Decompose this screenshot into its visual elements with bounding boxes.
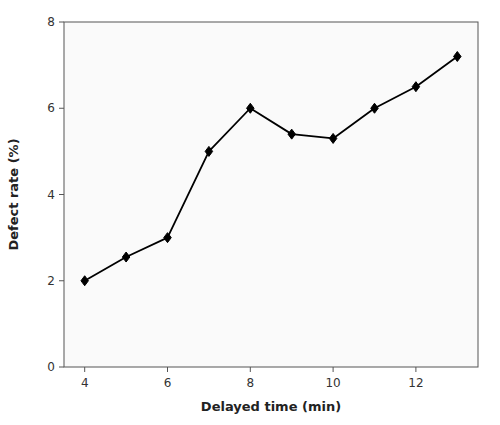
chart-container: 4 6 8 10 12 0 2 4 6 8 Delayed time (min) Defect rat… <box>0 0 500 425</box>
point-marker <box>247 103 255 113</box>
y-tick-label: 6 <box>47 101 55 115</box>
y-tick <box>59 194 64 195</box>
x-tick <box>167 367 168 372</box>
point-marker <box>205 146 213 156</box>
y-axis-label: Defect rate (%) <box>6 138 21 250</box>
point-marker <box>412 82 420 92</box>
y-tick-label: 8 <box>47 15 55 29</box>
y-tick <box>59 280 64 281</box>
y-tick <box>59 22 64 23</box>
y-tick-label: 4 <box>47 188 55 202</box>
x-tick-label: 10 <box>325 376 340 390</box>
x-tick <box>333 367 334 372</box>
point-marker <box>164 233 172 243</box>
y-tick <box>59 108 64 109</box>
line <box>85 57 458 281</box>
chart: 4 6 8 10 12 0 2 4 6 8 Delayed time (min) Defect rat… <box>0 0 500 425</box>
x-tick <box>250 367 251 372</box>
point-marker <box>122 252 130 262</box>
x-tick-label: 6 <box>164 376 172 390</box>
x-axis-label: Delayed time (min) <box>201 399 341 414</box>
x-tick-label: 8 <box>246 376 254 390</box>
point-marker <box>329 133 337 143</box>
x-tick-label: 4 <box>81 376 89 390</box>
y-tick-label: 2 <box>47 274 55 288</box>
point-marker <box>454 52 462 62</box>
data-group <box>81 52 461 286</box>
point-marker <box>288 129 296 139</box>
point-marker <box>81 276 89 286</box>
x-tick-label: 12 <box>408 376 423 390</box>
x-tick <box>415 367 416 372</box>
x-tick <box>84 367 85 372</box>
plot-frame <box>64 22 478 367</box>
plot-area <box>64 22 478 367</box>
y-tick-label: 0 <box>47 360 55 374</box>
point-marker <box>371 103 379 113</box>
y-tick <box>59 367 64 368</box>
